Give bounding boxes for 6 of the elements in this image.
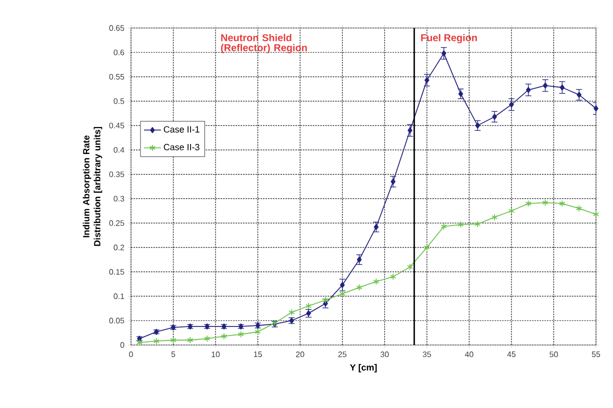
legend-label: Case II-3 bbox=[164, 144, 200, 150]
y-axis-title: Indium Absorption Rate Distribution [arbitrary units] bbox=[82, 126, 102, 246]
x-axis-title: Y [cm] bbox=[350, 364, 377, 372]
annotation: Fuel Region bbox=[421, 34, 477, 44]
legend-label: Case II-1 bbox=[164, 126, 200, 133]
annotation: Neutron Shield (Reflector) Region bbox=[221, 34, 307, 54]
